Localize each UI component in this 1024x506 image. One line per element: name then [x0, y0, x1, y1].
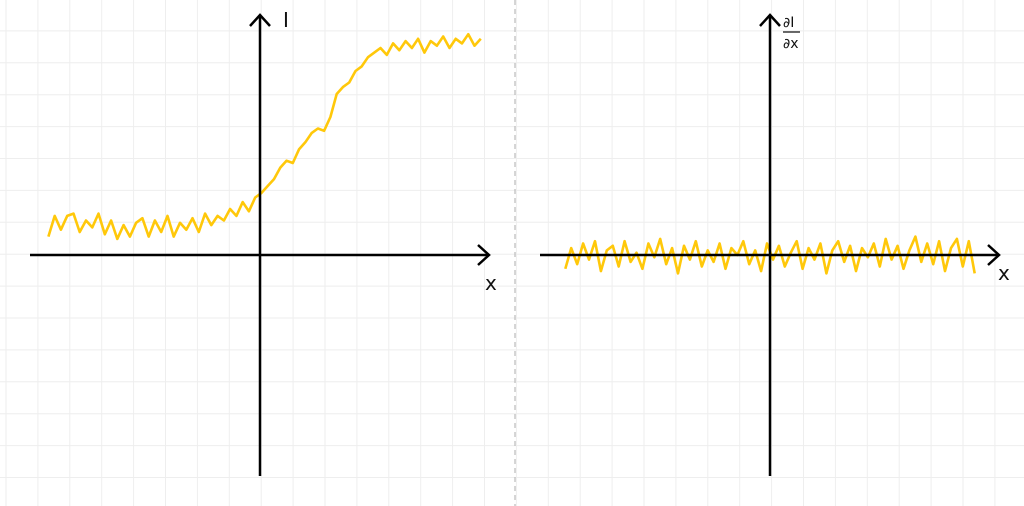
y-axis-label: I: [283, 8, 289, 32]
x-axis-arrow-icon: [477, 244, 491, 266]
right-panel: ∂I ∂x x: [540, 13, 1010, 476]
y-axis-label-numerator: ∂I: [783, 15, 794, 31]
x-axis-label: x: [998, 261, 1010, 285]
y-axis-label-denominator: ∂x: [783, 36, 799, 52]
x-axis-arrow-icon: [987, 244, 1001, 266]
x-axis-label: x: [485, 271, 497, 295]
intensity-curve: [47, 32, 482, 241]
left-panel: I x: [30, 8, 497, 476]
y-axis-arrow-icon: [759, 13, 781, 27]
y-axis-arrow-icon: [249, 13, 271, 27]
